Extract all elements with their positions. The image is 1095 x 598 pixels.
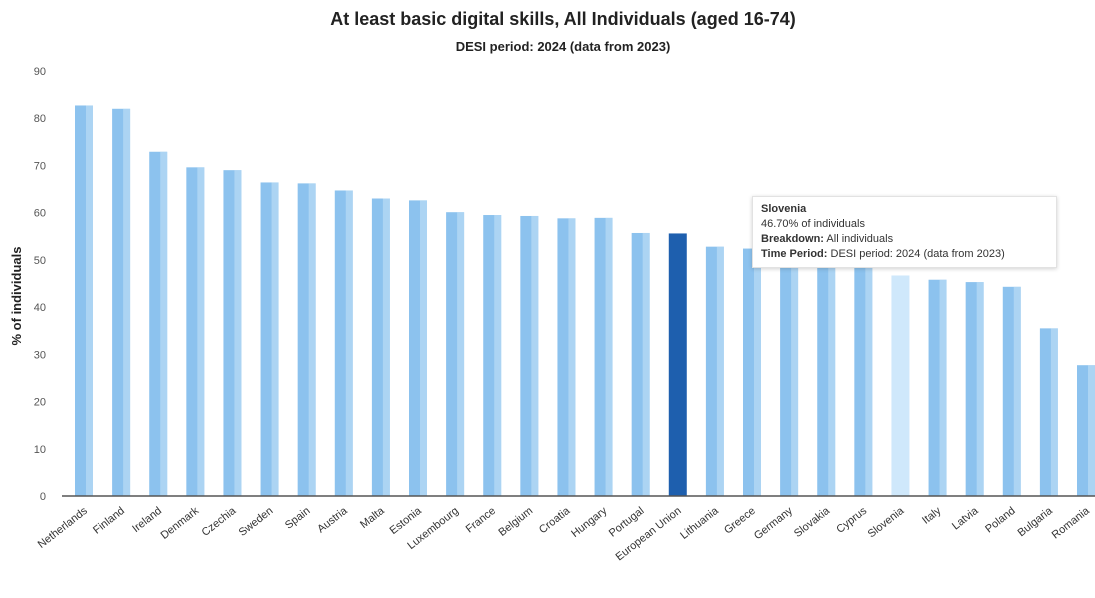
x-tick-label: Poland — [983, 505, 1017, 536]
y-tick-label: 0 — [40, 491, 46, 503]
bar-shade — [976, 282, 984, 496]
bar-shade — [828, 251, 836, 496]
chart-title: At least basic digital skills, All Indiv… — [330, 9, 795, 29]
bar-shade — [457, 212, 465, 496]
x-tick-label: Belgium — [496, 505, 535, 539]
x-tick-label: Netherlands — [36, 505, 91, 551]
tooltip-breakdown-value: All individuals — [826, 233, 894, 245]
bar-shade — [605, 217, 613, 496]
y-axis-ticks: 0 10 20 30 40 50 60 70 80 90 — [34, 66, 46, 503]
y-tick-label: 70 — [34, 160, 46, 172]
x-tick-label: Croatia — [537, 504, 573, 536]
bar-shade — [271, 182, 279, 496]
bars-group — [75, 105, 1095, 497]
y-tick-label: 40 — [34, 302, 46, 314]
y-tick-label: 60 — [34, 208, 46, 220]
bar-shade — [754, 248, 761, 496]
x-tick-label: Cyprus — [834, 505, 869, 536]
bar-shade — [865, 262, 873, 496]
x-tick-label: Czechia — [200, 504, 239, 538]
bar-shade — [642, 232, 650, 496]
x-tick-label: Lithuania — [678, 504, 721, 541]
y-tick-label: 50 — [34, 255, 46, 267]
bar-shade — [86, 105, 93, 496]
tooltip-title: Slovenia — [761, 203, 807, 215]
bar-slovenia[interactable] — [891, 275, 910, 496]
bar-shade — [420, 200, 427, 496]
x-tick-label: Denmark — [159, 505, 202, 542]
x-tick-label: Malta — [358, 504, 387, 531]
x-tick-label: Italy — [920, 505, 944, 527]
tooltip-breakdown-label: Breakdown: — [761, 233, 824, 245]
bar-shade — [1013, 286, 1021, 496]
y-axis-label: % of individuals — [9, 247, 24, 346]
tooltip-breakdown: Breakdown: All individuals — [761, 232, 1048, 247]
x-tick-label: Sweden — [237, 505, 276, 539]
x-tick-label: Latvia — [950, 504, 981, 532]
x-tick-label: Bulgaria — [1016, 504, 1056, 539]
y-tick-label: 10 — [34, 444, 46, 456]
bar-shade — [791, 249, 799, 496]
bar-shade — [568, 218, 576, 497]
bar-shade — [160, 151, 168, 496]
bar-shade — [234, 170, 242, 496]
tooltip-period-value: DESI period: 2024 (data from 2023) — [830, 248, 1005, 260]
chart-subtitle: DESI period: 2024 (data from 2023) — [456, 39, 671, 54]
bar-shade — [382, 198, 390, 496]
bar-shade — [123, 108, 131, 497]
bar-shade — [308, 183, 316, 496]
bar-shade — [716, 246, 724, 496]
x-tick-label: Finland — [91, 505, 127, 537]
y-tick-label: 80 — [34, 113, 46, 125]
y-tick-label: 20 — [34, 397, 46, 409]
x-tick-label: Ireland — [130, 505, 164, 535]
x-tick-label: Slovakia — [792, 504, 833, 540]
bar-shade — [939, 279, 947, 496]
bar-shade — [345, 190, 353, 496]
bar-shade — [531, 215, 539, 496]
hover-tooltip: Slovenia 46.70% of individuals Breakdown… — [752, 196, 1057, 268]
bar-shade — [197, 167, 205, 497]
y-tick-label: 90 — [34, 66, 46, 78]
x-tick-label: Hungary — [569, 505, 610, 540]
x-tick-label: Germany — [752, 505, 795, 543]
bar-european-union[interactable] — [668, 233, 687, 496]
y-tick-label: 30 — [34, 349, 46, 361]
tooltip-period-label: Time Period: — [761, 248, 828, 260]
tooltip-period: Time Period: DESI period: 2024 (data fro… — [761, 247, 1048, 262]
bar-shade — [1050, 328, 1058, 496]
tooltip-value: 46.70% of individuals — [761, 218, 865, 230]
bar-shade — [1088, 365, 1095, 496]
x-tick-label: Spain — [283, 505, 313, 532]
x-tick-label: European Union — [614, 505, 684, 563]
x-tick-label: Austria — [315, 504, 350, 535]
bar-shade — [494, 215, 502, 496]
x-tick-label: Romania — [1050, 504, 1093, 541]
x-axis-ticks: Netherlands Finland IrelandDenmarkCzechiaS… — [36, 504, 1093, 563]
x-tick-label: France — [464, 505, 498, 536]
x-tick-label: Slovenia — [866, 504, 907, 540]
